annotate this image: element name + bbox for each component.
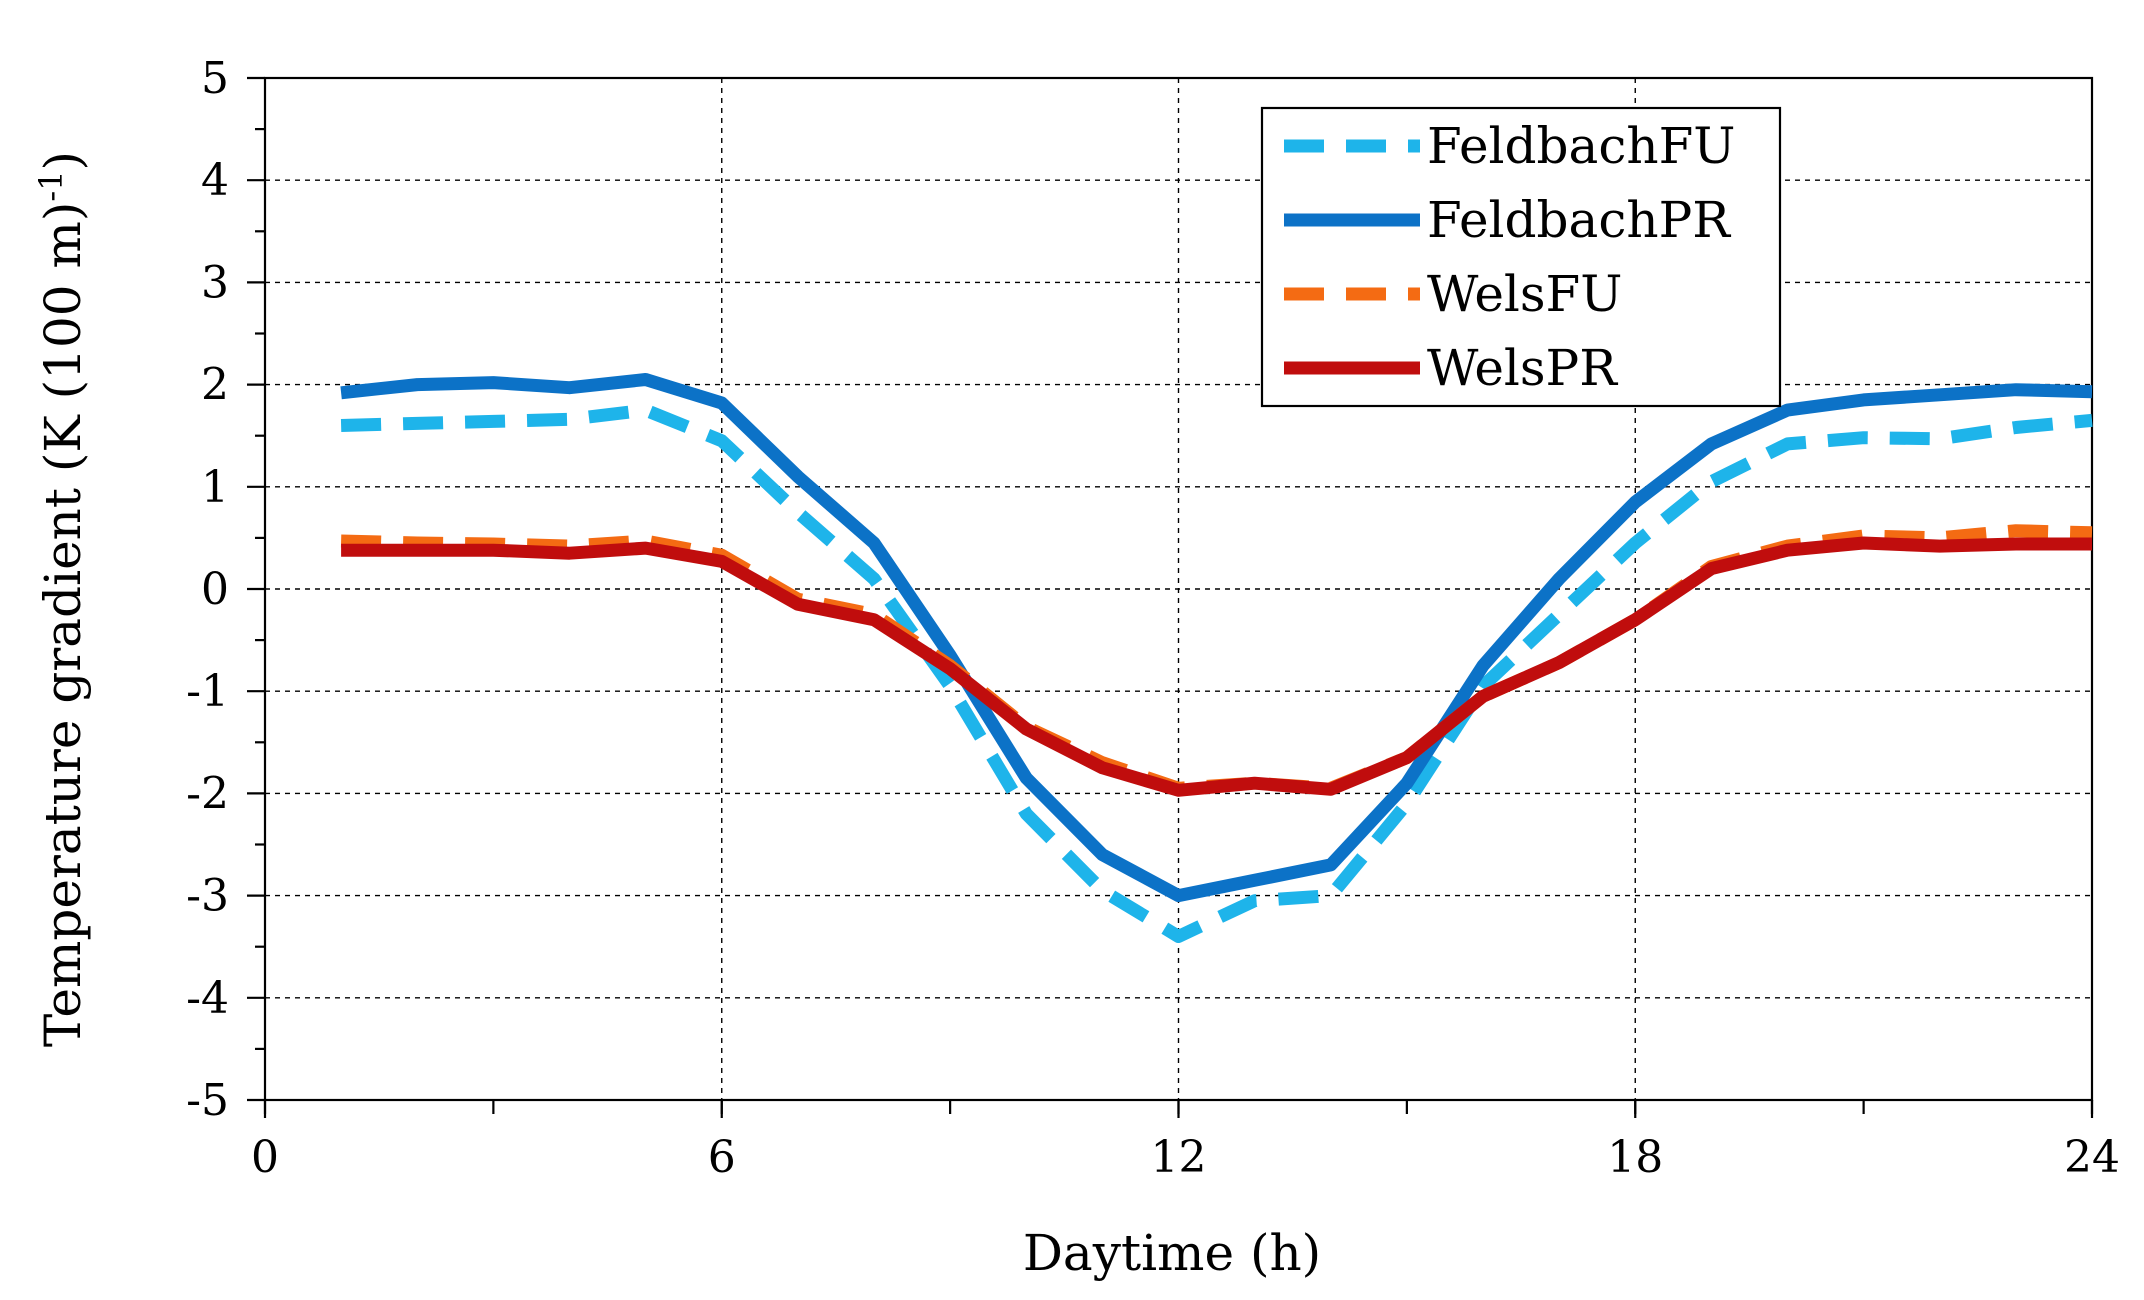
y-tick-label: 3 [201, 257, 229, 308]
y-tick-label: 4 [201, 155, 229, 206]
x-tick-label: 24 [2064, 1132, 2120, 1183]
legend-label-feldbachpr: FeldbachPR [1427, 191, 1731, 249]
y-tick-label: -2 [186, 768, 229, 819]
x-tick-label: 12 [1151, 1132, 1207, 1183]
y-axis-title: Temperature gradient (K (100 m)-1) [32, 151, 92, 1047]
y-axis-title-group: Temperature gradient (K (100 m)-1) [32, 151, 92, 1047]
legend-label-welspr: WelsPR [1427, 339, 1618, 397]
y-tick-label: 0 [201, 564, 229, 615]
legend-label-feldbachfu: FeldbachFU [1427, 117, 1735, 175]
series-line-feldbachpr [340, 373, 2093, 903]
y-axis-title-suffix: ) [34, 151, 92, 171]
y-tick-label: -3 [186, 871, 229, 922]
x-axis-title: Daytime (h) [1023, 1224, 1321, 1282]
gridlines [265, 77, 2092, 1100]
series-line-feldbachfu [340, 403, 2093, 943]
series-line-welspr [341, 536, 2092, 797]
legend-box [1260, 106, 1782, 408]
y-tick-label: -5 [186, 1075, 229, 1126]
y-tick-label: 2 [201, 360, 229, 411]
x-tick-label: 18 [1607, 1132, 1663, 1183]
x-tick-label: 6 [708, 1132, 736, 1183]
legend-label-welsfu: WelsFU [1427, 265, 1622, 323]
series-lines [340, 373, 2093, 943]
y-tick-label: -4 [186, 973, 229, 1024]
y-tick-label: -1 [186, 666, 229, 717]
legend: FeldbachFU FeldbachPR WelsFU WelsPR [1260, 106, 1782, 408]
x-tick-label: 0 [251, 1132, 279, 1183]
series-line-welsfu [340, 524, 2093, 795]
y-tick-label: 1 [201, 462, 229, 513]
y-axis-title-superscript: -1 [32, 170, 70, 201]
y-tick-label: 5 [201, 53, 229, 104]
y-axis-title-main: Temperature gradient (K (100 m) [34, 202, 92, 1047]
